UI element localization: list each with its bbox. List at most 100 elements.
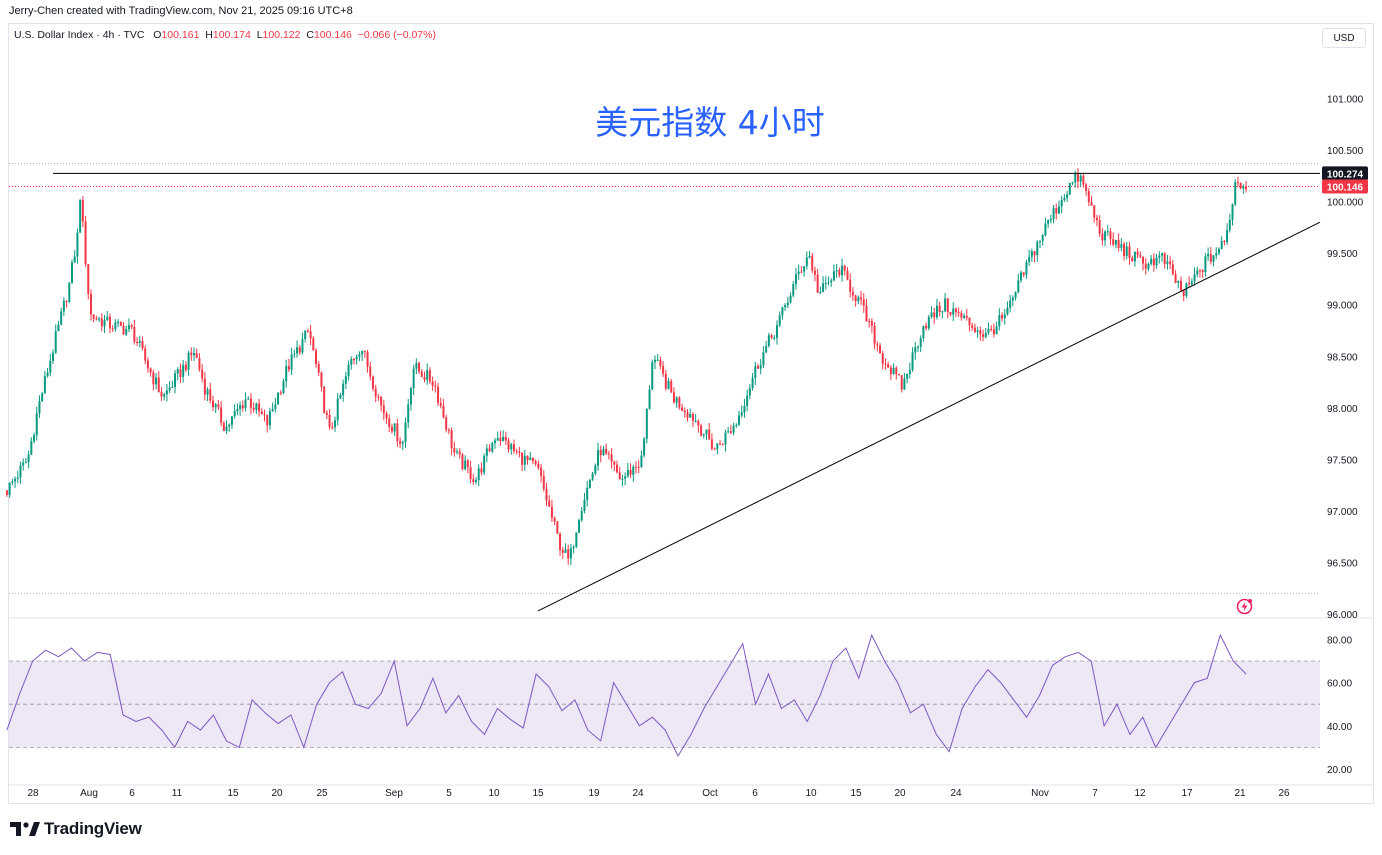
candle-body <box>220 407 223 423</box>
candle-body <box>450 430 453 449</box>
candle-body <box>653 359 656 363</box>
candle-body <box>5 490 8 495</box>
candle-body <box>339 395 342 399</box>
candle-body <box>1190 281 1193 285</box>
candle-body <box>594 465 597 474</box>
candle-body <box>884 363 887 365</box>
candle-body <box>70 262 73 283</box>
candle-body <box>770 335 773 338</box>
candle-body <box>1057 206 1060 214</box>
candle-body <box>686 412 689 418</box>
candle-body <box>271 409 274 412</box>
candle-body <box>645 408 648 439</box>
candle-body <box>1028 256 1031 263</box>
candle-body <box>1182 290 1185 297</box>
candle-body <box>179 369 182 377</box>
candle-body <box>786 302 789 306</box>
candle-body <box>363 351 366 353</box>
candle-body <box>597 449 600 466</box>
candle-body <box>344 376 347 384</box>
candle-body <box>906 373 909 379</box>
candle-body <box>16 477 19 479</box>
candle-body <box>27 454 30 463</box>
candle-body <box>306 330 309 332</box>
candle-body <box>526 455 529 461</box>
candle-body <box>762 352 765 366</box>
candle-body <box>1093 205 1096 218</box>
candle-body <box>144 348 147 361</box>
chart-title: 美元指数 4小时 <box>595 103 825 142</box>
last-price-label: 100.146 <box>1327 183 1364 194</box>
candle-body <box>8 482 11 495</box>
time-tick-label: 6 <box>129 788 135 799</box>
candle-body <box>57 324 60 332</box>
candle-body <box>803 266 806 272</box>
candle-body <box>445 417 448 430</box>
time-tick-label: 26 <box>1278 788 1290 799</box>
candle-body <box>1030 251 1033 257</box>
candle-body <box>1128 246 1131 258</box>
candle-body <box>1001 315 1004 319</box>
candle-body <box>304 330 307 340</box>
candle-body <box>987 328 990 333</box>
candle-body <box>922 325 925 339</box>
symbol-label: U.S. Dollar Index · 4h · TVC <box>14 29 145 41</box>
candle-body <box>195 353 198 358</box>
candle-body <box>813 270 816 275</box>
candle-body <box>361 351 364 355</box>
candle-body <box>22 462 25 466</box>
candle-body <box>355 356 358 360</box>
candle-body <box>1150 258 1153 264</box>
candle-body <box>691 414 694 421</box>
close-value: 100.146 <box>313 29 352 41</box>
low-label: L <box>256 29 263 41</box>
candle-body <box>537 463 540 468</box>
candle-body <box>1112 239 1115 245</box>
candle-body <box>1085 184 1088 192</box>
rsi-line <box>6 633 1247 758</box>
candle-body <box>1207 254 1210 257</box>
time-tick-label: 10 <box>488 788 500 799</box>
candle-body <box>851 291 854 296</box>
candle-body <box>868 321 871 323</box>
candle-body <box>819 291 822 293</box>
candle-body <box>1038 240 1041 242</box>
candle-body <box>602 448 605 456</box>
candle-body <box>900 375 903 390</box>
candle-body <box>1071 182 1074 184</box>
candle-body <box>559 533 562 551</box>
candle-body <box>1171 264 1174 275</box>
candle-body <box>157 377 160 392</box>
candle-body <box>323 386 326 413</box>
candle-body <box>81 200 84 222</box>
candle-body <box>575 532 578 547</box>
candle-body <box>371 376 374 389</box>
candle-body <box>228 424 231 427</box>
candle-body <box>973 327 976 332</box>
candle-body <box>995 326 998 335</box>
candle-body <box>1025 262 1028 275</box>
candle-body <box>1236 182 1239 184</box>
candle-body <box>865 305 868 322</box>
candle-body <box>621 478 624 480</box>
candle-body <box>933 312 936 318</box>
candle-body <box>1231 204 1234 220</box>
candle-body <box>759 365 762 369</box>
candle-body <box>1239 182 1242 189</box>
candle-body <box>1212 255 1215 262</box>
candle-body <box>1133 251 1136 262</box>
candle-body <box>578 520 581 533</box>
candle-body <box>477 468 480 481</box>
candle-body <box>534 461 537 464</box>
candle-body <box>1163 253 1166 264</box>
candle-body <box>35 413 38 436</box>
candle-body <box>201 369 204 379</box>
candle-body <box>1220 241 1223 249</box>
candle-body <box>976 330 979 332</box>
time-tick-label: 15 <box>227 788 239 799</box>
candle-body <box>114 322 117 330</box>
alert-lightning-icon[interactable] <box>1236 598 1253 615</box>
candle-body <box>176 369 179 374</box>
currency-button[interactable]: USD <box>1322 28 1366 48</box>
